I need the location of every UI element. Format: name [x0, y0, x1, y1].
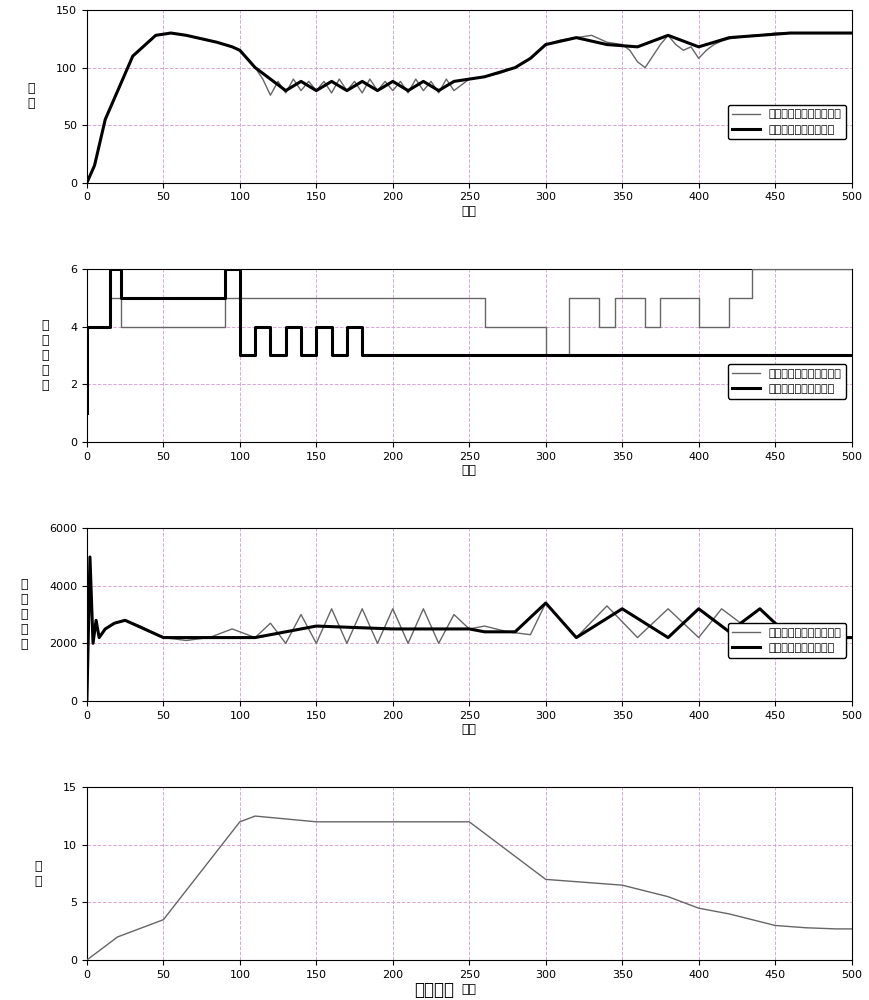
Text: 唯一附图: 唯一附图 — [415, 981, 454, 999]
Y-axis label: 速
度: 速 度 — [28, 82, 35, 110]
Legend: 不使用车辆速度限制功能, 使用车辆速度限制功能: 不使用车辆速度限制功能, 使用车辆速度限制功能 — [727, 105, 846, 139]
X-axis label: 时间: 时间 — [461, 464, 477, 477]
Y-axis label: 坡
度: 坡 度 — [35, 860, 42, 888]
X-axis label: 时间: 时间 — [461, 205, 477, 218]
Legend: 不使用车辆速度限制功能, 使用车辆速度限制功能: 不使用车辆速度限制功能, 使用车辆速度限制功能 — [727, 623, 846, 658]
X-axis label: 时间: 时间 — [461, 723, 477, 736]
X-axis label: 时间: 时间 — [461, 982, 477, 996]
Y-axis label: 发
动
机
转
速: 发 动 机 转 速 — [20, 578, 28, 651]
Legend: 不使用车辆速度限制功能, 使用车辆速度限制功能: 不使用车辆速度限制功能, 使用车辆速度限制功能 — [727, 364, 846, 399]
Y-axis label: 齿
轮
传
动
比: 齿 轮 传 动 比 — [42, 319, 49, 392]
